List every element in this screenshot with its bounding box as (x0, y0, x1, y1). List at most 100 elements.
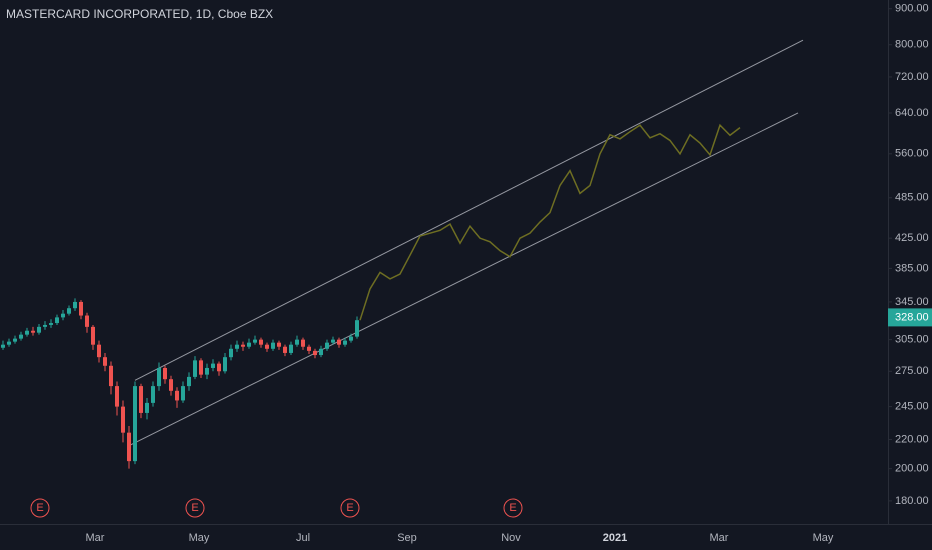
candle-body (31, 330, 35, 333)
candle-body (301, 339, 305, 347)
candle-body (295, 339, 299, 345)
candle-body (163, 367, 167, 380)
candle-body (121, 406, 125, 433)
x-tick-label: Jul (296, 532, 310, 544)
candle-body (331, 339, 335, 343)
candle-body (97, 344, 101, 358)
candle-body (259, 339, 263, 345)
x-tick-label: Mar (86, 532, 105, 544)
candle-body (229, 348, 233, 358)
y-tick-label: 345.00 (895, 296, 929, 308)
y-tick-label: 305.00 (895, 334, 929, 346)
y-tick-label: 720.00 (895, 71, 929, 83)
earnings-label: E (346, 502, 353, 514)
candle-body (271, 342, 275, 349)
y-tick-label: 275.00 (895, 365, 929, 377)
candle-body (103, 357, 107, 366)
candle-body (61, 313, 65, 318)
y-tick-label: 200.00 (895, 463, 929, 475)
candle-body (211, 363, 215, 368)
candle-body (67, 308, 71, 314)
candle-body (193, 360, 197, 377)
earnings-label: E (191, 502, 198, 514)
y-tick-label: 900.00 (895, 3, 929, 15)
y-tick-label: 220.00 (895, 433, 929, 445)
last-price-label: 328.00 (895, 311, 929, 323)
earnings-label: E (509, 502, 516, 514)
candle-body (139, 386, 143, 413)
candle-body (319, 348, 323, 356)
candle-body (235, 344, 239, 349)
candle-body (337, 339, 341, 345)
candle-body (43, 324, 47, 327)
candle-body (307, 346, 311, 351)
x-tick-label: Nov (501, 532, 521, 544)
candle-body (157, 367, 161, 387)
candle-body (277, 342, 281, 347)
candle-body (241, 344, 245, 347)
candle-body (265, 344, 269, 349)
x-tick-label: May (813, 532, 834, 544)
chart-title: MASTERCARD INCORPORATED, 1D, Cboe BZX (6, 7, 273, 21)
candle-body (7, 341, 11, 345)
candle-body (289, 344, 293, 353)
candle-body (151, 386, 155, 403)
candle-body (169, 379, 173, 391)
y-tick-label: 385.00 (895, 262, 929, 274)
candle-body (1, 344, 5, 348)
candle-body (205, 367, 209, 375)
candle-body (145, 402, 149, 413)
y-tick-label: 425.00 (895, 232, 929, 244)
channel-line (134, 39, 804, 381)
earnings-marker (340, 498, 360, 518)
earnings-label: E (36, 502, 43, 514)
y-tick-label: 800.00 (895, 39, 929, 51)
x-tick-label: 2021 (603, 532, 627, 544)
candle-body (115, 386, 119, 407)
earnings-marker (185, 498, 205, 518)
x-tick-label: May (189, 532, 210, 544)
candle-body (37, 326, 41, 333)
candle-body (49, 323, 53, 325)
y-tick-label: 485.00 (895, 192, 929, 204)
candle-body (13, 338, 17, 342)
candle-body (223, 357, 227, 372)
candle-body (55, 317, 59, 324)
candle-body (91, 326, 95, 345)
x-tick-label: Sep (397, 532, 417, 544)
candle-body (175, 390, 179, 401)
candle-body (109, 365, 113, 387)
candle-body (25, 330, 29, 335)
candle-body (85, 315, 89, 327)
candle-body (313, 350, 317, 356)
x-tick-label: Mar (710, 532, 729, 544)
candle-body (247, 342, 251, 347)
candle-body (187, 376, 191, 387)
y-tick-label: 640.00 (895, 107, 929, 119)
y-tick-label: 245.00 (895, 401, 929, 413)
candle-body (349, 336, 353, 341)
candle-body (283, 346, 287, 353)
last-price-box (888, 308, 932, 327)
candle-body (217, 363, 221, 372)
channel-line (129, 112, 799, 446)
candle-body (73, 301, 77, 309)
earnings-marker (503, 498, 523, 518)
candle-body (199, 360, 203, 375)
y-tick-label: 180.00 (895, 495, 929, 507)
candle-body (343, 340, 347, 345)
candle-body (133, 386, 137, 462)
candle-body (355, 320, 359, 337)
y-tick-label: 560.00 (895, 148, 929, 160)
candle-body (127, 432, 131, 462)
candle-body (19, 334, 23, 339)
projection-line (359, 123, 741, 321)
candle-body (325, 342, 329, 349)
candle-body (79, 301, 83, 316)
candle-body (253, 339, 257, 343)
candle-body (181, 386, 185, 401)
earnings-marker (30, 498, 50, 518)
